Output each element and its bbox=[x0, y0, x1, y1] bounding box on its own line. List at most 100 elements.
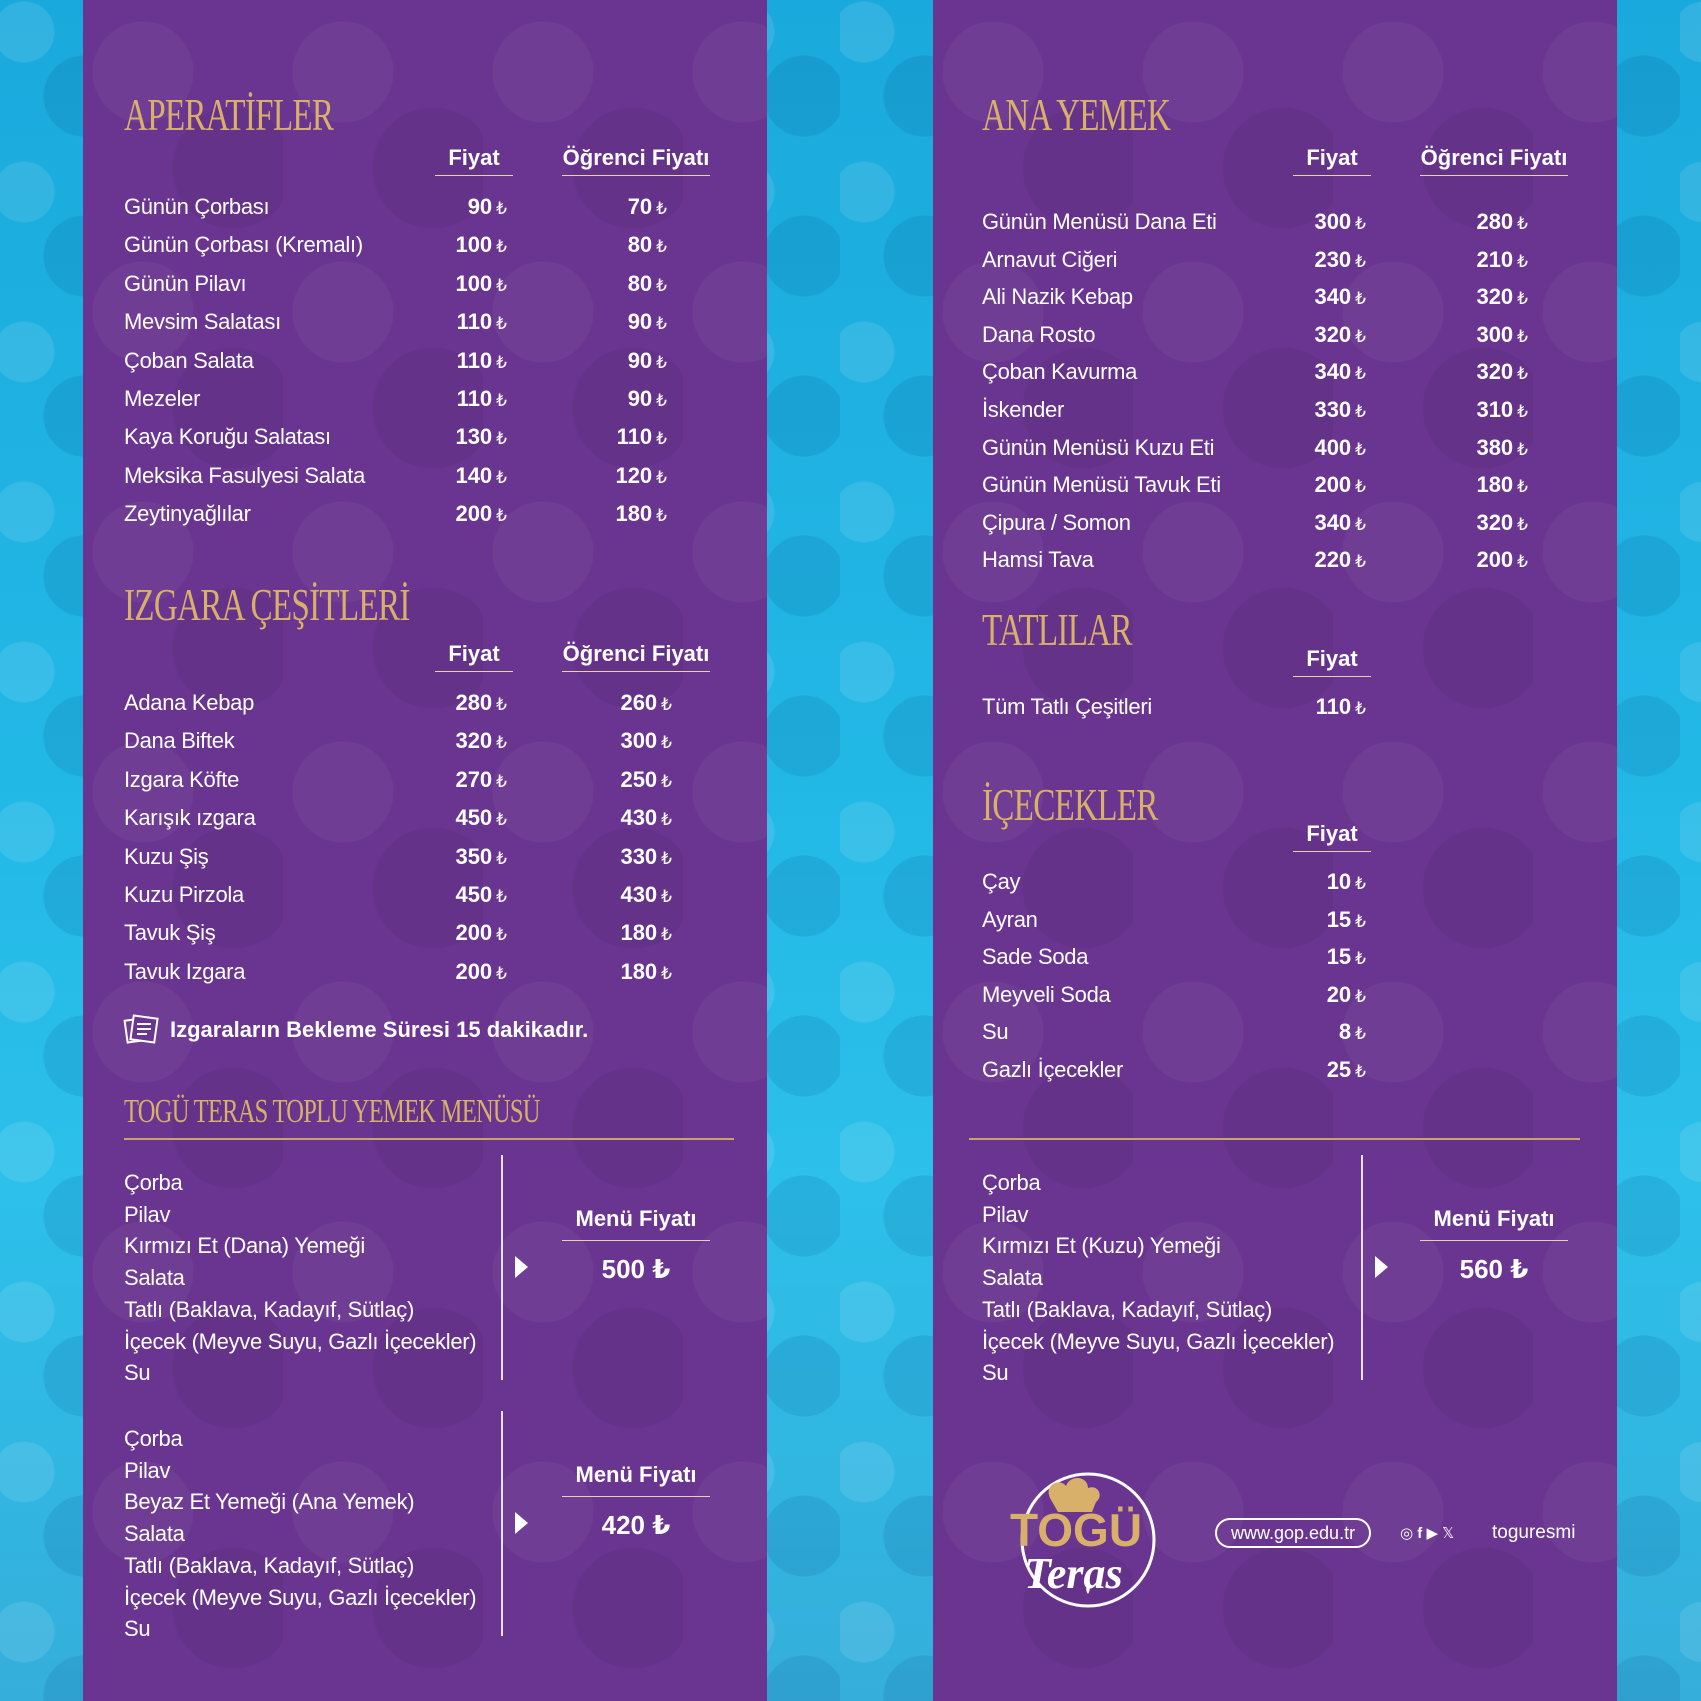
price: 450 ₺ bbox=[455, 807, 507, 829]
price: 230 ₺ bbox=[1314, 246, 1366, 272]
gold-divider bbox=[969, 1138, 1580, 1140]
price-value: 90 bbox=[627, 309, 653, 335]
column-header: Fiyat bbox=[1306, 821, 1358, 846]
price: 20 ₺ bbox=[1326, 981, 1366, 1007]
lira-icon: ₺ bbox=[656, 467, 667, 487]
lira-icon: ₺ bbox=[661, 848, 672, 868]
price: 300 ₺ bbox=[620, 730, 672, 752]
price-value: 90 bbox=[627, 386, 653, 411]
lira-icon: ₺ bbox=[1355, 477, 1366, 497]
x-icon[interactable]: 𝕏 bbox=[1442, 1525, 1455, 1542]
facebook-icon[interactable]: f bbox=[1417, 1525, 1423, 1542]
price-value: 180 bbox=[620, 920, 658, 946]
price-value: 340 bbox=[1314, 284, 1352, 310]
price-value: 430 bbox=[620, 882, 658, 907]
menu-item-name: Ayran bbox=[982, 906, 1038, 932]
website-link[interactable]: www.gop.edu.tr bbox=[1215, 1518, 1372, 1548]
menu-price-value: 560 bbox=[1459, 1254, 1504, 1284]
menu-item-name: Dana Rosto bbox=[982, 321, 1096, 347]
price-value: 180 bbox=[620, 958, 658, 984]
set-menu-item: Pilav bbox=[124, 1457, 171, 1483]
set-menu-item: Tatlı (Baklava, Kadayıf, Sütlaç) bbox=[982, 1296, 1272, 1322]
set-menu-item: Tatlı (Baklava, Kadayıf, Sütlaç) bbox=[124, 1296, 414, 1322]
lira-icon: ₺ bbox=[1355, 326, 1366, 346]
price-value: 20 bbox=[1326, 981, 1352, 1007]
column-header: Öğrenci Fiyatı bbox=[562, 641, 710, 666]
price-value: 320 bbox=[1476, 509, 1514, 535]
lira-icon: ₺ bbox=[496, 771, 507, 791]
menu-item-name: Mevsim Salatası bbox=[124, 309, 281, 335]
price-value: 200 bbox=[1476, 547, 1514, 573]
price: 70 ₺ bbox=[628, 196, 667, 218]
price: 110 ₺ bbox=[457, 349, 507, 372]
price: 350 ₺ bbox=[455, 845, 507, 868]
section-title: IZGARA ÇEŞİTLERİ bbox=[124, 579, 410, 630]
notepad-icon bbox=[122, 1014, 160, 1053]
price-value: 120 bbox=[615, 462, 653, 488]
price: 280 ₺ bbox=[455, 692, 507, 714]
price: 430 ₺ bbox=[620, 807, 672, 829]
set-menu-item: İçecek (Meyve Suyu, Gazlı İçecekler) bbox=[124, 1328, 477, 1354]
instagram-icon[interactable]: ◎ bbox=[1400, 1525, 1414, 1542]
price-value: 110 bbox=[456, 386, 493, 411]
price: 320 ₺ bbox=[1476, 361, 1528, 383]
price: 8 ₺ bbox=[1339, 1021, 1366, 1043]
price-value: 450 bbox=[455, 805, 493, 831]
price-value: 140 bbox=[455, 462, 493, 488]
lira-icon: ₺ bbox=[496, 429, 507, 449]
lira-icon: ₺ bbox=[1517, 402, 1528, 421]
price-value: 280 bbox=[455, 690, 493, 715]
price-value: 230 bbox=[1314, 246, 1352, 272]
column-header: Fiyat bbox=[448, 145, 500, 170]
price: 130 ₺ bbox=[455, 426, 507, 448]
menu-price-underline bbox=[562, 1240, 710, 1241]
price-value: 130 bbox=[455, 424, 493, 450]
price: 90 ₺ bbox=[628, 311, 667, 333]
lira-icon: ₺ bbox=[661, 771, 672, 791]
section-title: TATLILAR bbox=[982, 604, 1133, 655]
price-value: 90 bbox=[627, 347, 653, 373]
price-value: 320 bbox=[1314, 321, 1352, 347]
grill-wait-note: Izgaraların Bekleme Süresi 15 dakikadır. bbox=[170, 1017, 589, 1042]
price-value: 100 bbox=[455, 232, 493, 258]
price: 200 ₺ bbox=[1314, 474, 1366, 496]
lira-icon: ₺ bbox=[1355, 1062, 1366, 1081]
price-value: 25 bbox=[1326, 1057, 1352, 1082]
lira-icon: ₺ bbox=[1355, 514, 1366, 534]
column-header: Öğrenci Fiyatı bbox=[1420, 145, 1568, 170]
set-menu-item: Su bbox=[124, 1360, 151, 1386]
price: 430 ₺ bbox=[620, 884, 672, 906]
price: 180 ₺ bbox=[1476, 474, 1528, 496]
menu-item-name: Günün Çorbası (Kremalı) bbox=[124, 232, 363, 258]
lira-icon: ₺ bbox=[496, 467, 507, 487]
lira-icon: ₺ bbox=[1355, 949, 1366, 969]
price-value: 200 bbox=[455, 958, 493, 984]
price-value: 280 bbox=[1476, 209, 1514, 234]
menu-item-name: Kaya Koruğu Salatası bbox=[124, 424, 331, 450]
lira-icon: ₺ bbox=[1355, 874, 1366, 893]
price: 310 ₺ bbox=[1476, 399, 1528, 421]
price-value: 110 bbox=[1315, 694, 1352, 719]
youtube-icon[interactable]: ▶ bbox=[1426, 1525, 1438, 1542]
price-value: 250 bbox=[620, 766, 658, 792]
price: 280 ₺ bbox=[1476, 211, 1528, 233]
menu-price-label: Menü Fiyatı bbox=[575, 1462, 697, 1487]
menu-item-name: Gazlı İçecekler bbox=[982, 1057, 1123, 1082]
arrow-right-icon bbox=[1375, 1256, 1388, 1278]
lira-icon: ₺ bbox=[1355, 552, 1366, 572]
column-header: Öğrenci Fiyatı bbox=[562, 145, 710, 170]
menu-item-name: Tavuk Şiş bbox=[124, 920, 216, 946]
price-value: 400 bbox=[1314, 434, 1352, 460]
price: 320 ₺ bbox=[1476, 286, 1528, 308]
price-value: 10 bbox=[1326, 869, 1352, 894]
column-underline bbox=[562, 175, 710, 176]
menu-item-name: Ali Nazik Kebap bbox=[982, 284, 1133, 310]
column-underline bbox=[1293, 851, 1371, 852]
set-menu-item: İçecek (Meyve Suyu, Gazlı İçecekler) bbox=[982, 1328, 1335, 1354]
price-value: 110 bbox=[456, 309, 493, 335]
price: 180 ₺ bbox=[620, 958, 672, 984]
lira-icon: ₺ bbox=[1517, 214, 1528, 233]
price: 210 ₺ bbox=[1476, 248, 1528, 271]
set-menu-item: Salata bbox=[982, 1265, 1043, 1291]
lira-icon: ₺ bbox=[1355, 699, 1366, 718]
